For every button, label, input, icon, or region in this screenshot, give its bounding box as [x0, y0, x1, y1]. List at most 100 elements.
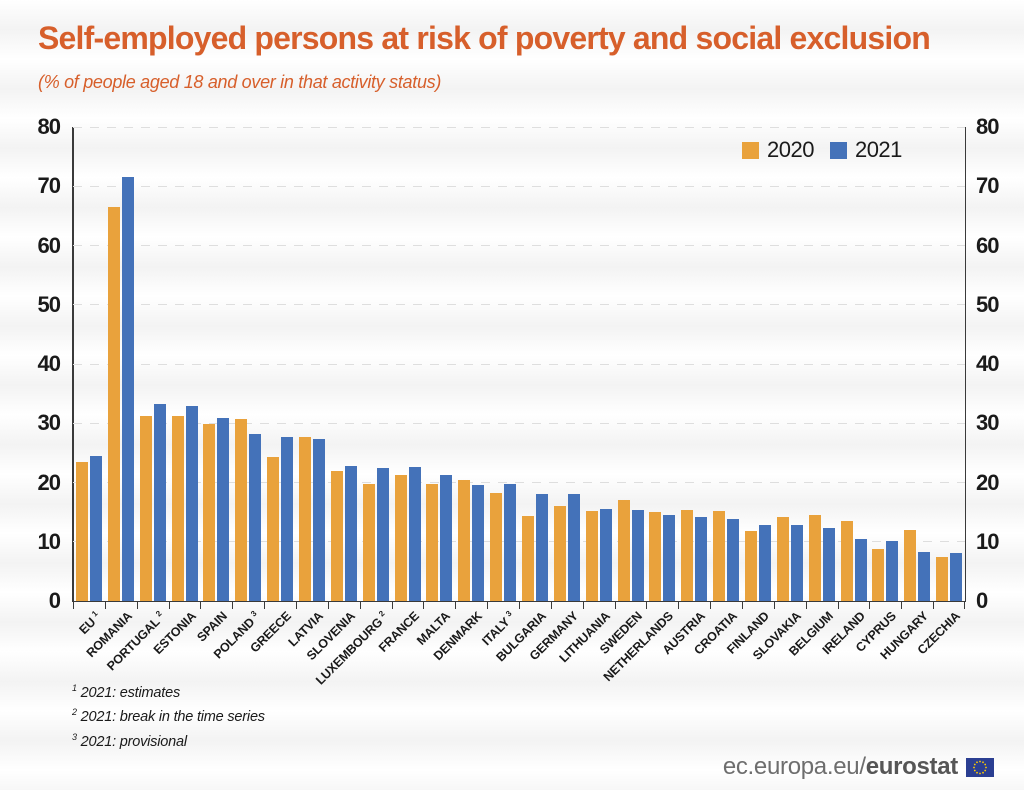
x-tick — [519, 602, 520, 609]
y-tick-label-right-70: 70 — [976, 173, 999, 199]
bar-lithuania-2021 — [599, 508, 612, 601]
y-tick-label-left-70: 70 — [37, 173, 61, 199]
bar-ireland-2020 — [840, 521, 853, 601]
bar-malta-2021 — [440, 475, 453, 601]
x-tick — [550, 602, 552, 609]
bar-portugal-2021 — [153, 404, 166, 601]
bar-greece-2020 — [267, 457, 280, 601]
x-tick — [869, 602, 871, 609]
eu-flag-icon — [966, 757, 994, 777]
bar-cyprus-2020 — [872, 549, 885, 601]
bar-belgium-2020 — [808, 514, 821, 601]
y-axis-left — [72, 127, 74, 601]
chart-legend: 2020 2021 — [742, 137, 902, 163]
bar-italy-2021 — [504, 484, 517, 601]
y-axis-right — [964, 127, 966, 601]
y-tick-label-right-10: 10 — [976, 528, 999, 554]
footer: ec.europa.eu/eurostat — [723, 753, 994, 781]
x-tick — [73, 602, 74, 609]
footnotes: 1 2021: estimates 2 2021: break in the ti… — [72, 679, 265, 752]
bar-finland-2021 — [758, 525, 771, 601]
x-tick — [837, 602, 839, 609]
bar-denmark-2020 — [458, 480, 471, 601]
bar-spain-2020 — [203, 424, 216, 601]
bar-slovenia-2020 — [330, 470, 343, 601]
gridline-60 — [73, 245, 965, 246]
y-tick-label-left-60: 60 — [37, 232, 61, 258]
y-tick-label-right-0: 0 — [976, 588, 988, 613]
x-tick — [710, 602, 712, 609]
bar-greece-2021 — [281, 437, 294, 601]
bar-netherlands-2020 — [649, 511, 662, 601]
x-tick — [327, 602, 329, 609]
bar-croatia-2020 — [713, 510, 726, 601]
bar-poland-2020 — [235, 419, 248, 601]
bar-sweden-2021 — [631, 509, 644, 601]
bar-belgium-2021 — [822, 527, 835, 601]
gridline-50 — [73, 304, 965, 306]
bar-germany-2020 — [553, 505, 566, 601]
bar-italy-2020 — [490, 492, 503, 601]
plot-area — [73, 126, 965, 601]
bar-latvia-2020 — [298, 436, 311, 601]
bar-latvia-2021 — [312, 439, 325, 601]
bar-estonia-2021 — [185, 406, 198, 601]
x-tick — [487, 602, 489, 609]
bar-romania-2020 — [107, 207, 120, 601]
chart-title: Self-employed persons at risk of poverty… — [38, 20, 931, 56]
x-tick — [773, 602, 775, 609]
y-tick-label-left-40: 40 — [37, 351, 61, 376]
gridline-30 — [73, 422, 965, 424]
x-tick — [104, 602, 106, 609]
y-tick-label-right-40: 40 — [976, 351, 999, 376]
bar-czechia-2021 — [950, 553, 963, 601]
bar-eu-2020 — [75, 462, 88, 601]
y-tick-label-right-30: 30 — [976, 410, 999, 436]
bar-bulgaria-2020 — [521, 516, 534, 601]
bar-estonia-2020 — [171, 416, 184, 601]
y-tick-label-left-80: 80 — [37, 114, 61, 139]
legend-swatch-2021 — [829, 141, 847, 159]
gridline-10 — [73, 541, 965, 543]
x-tick — [901, 602, 903, 609]
y-tick-label-left-10: 10 — [37, 528, 61, 554]
x-tick — [423, 602, 425, 609]
x-tick — [614, 602, 616, 609]
bar-malta-2020 — [426, 484, 439, 601]
y-tick-label-left-50: 50 — [37, 291, 61, 317]
bar-ireland-2021 — [854, 539, 867, 601]
bar-spain-2021 — [217, 417, 230, 601]
y-tick-label-right-20: 20 — [976, 469, 999, 495]
bar-finland-2020 — [744, 531, 757, 601]
bar-france-2021 — [408, 466, 421, 601]
bar-czechia-2020 — [936, 557, 949, 601]
gridline-80 — [73, 126, 965, 128]
x-tick — [264, 602, 266, 609]
bar-austria-2020 — [681, 509, 694, 601]
legend-label-2020: 2020 — [767, 137, 814, 162]
bar-hungary-2021 — [918, 551, 931, 601]
footnote-2: 2 2021: break in the time series — [72, 707, 265, 726]
footnote-3: 3 2021: provisional — [72, 731, 187, 750]
y-tick-label-right-50: 50 — [976, 291, 999, 317]
bar-austria-2021 — [695, 516, 708, 601]
x-tick — [933, 602, 935, 609]
y-tick-label-left-20: 20 — [37, 469, 61, 495]
legend-swatch-2020 — [742, 141, 759, 159]
x-tick — [646, 602, 648, 609]
bar-slovakia-2020 — [776, 517, 789, 601]
legend-item-2021: 2021 — [829, 137, 902, 163]
x-tick — [678, 602, 680, 609]
bar-cyprus-2021 — [886, 541, 899, 601]
footnote-1: 1 2021: estimates — [72, 683, 181, 701]
bar-netherlands-2021 — [663, 514, 676, 601]
x-tick — [232, 602, 234, 609]
x-tick — [200, 602, 202, 609]
y-tick-label-left-30: 30 — [37, 410, 61, 436]
bar-luxembourg-2021 — [376, 467, 389, 601]
bar-sweden-2020 — [617, 499, 630, 601]
y-tick-label-left-0: 0 — [48, 588, 61, 613]
bar-bulgaria-2021 — [535, 494, 548, 601]
x-tick — [136, 602, 138, 609]
gridline-20 — [73, 482, 965, 483]
